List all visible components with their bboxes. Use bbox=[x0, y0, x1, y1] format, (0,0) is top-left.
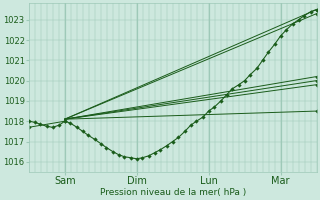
X-axis label: Pression niveau de la mer( hPa ): Pression niveau de la mer( hPa ) bbox=[100, 188, 246, 197]
